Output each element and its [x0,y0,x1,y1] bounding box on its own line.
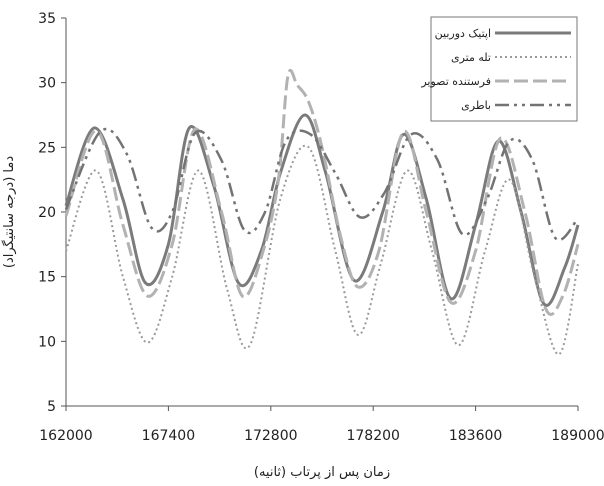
y-tick-label: 25 [38,140,56,156]
x-tick-label: 162000 [39,428,92,444]
y-tick-label: 5 [47,399,56,415]
y-tick-label: 30 [38,76,56,92]
series-line-1 [65,144,579,356]
x-tick-label: 183600 [449,428,502,444]
legend-label-0: اپتیک دوربین [435,27,491,40]
x-tick-label: 178200 [346,428,399,444]
y-axis-title: دما (درجه سانتیگراد) [1,156,17,268]
series-line-3 [64,127,579,242]
x-tick-label: 189000 [551,428,604,444]
x-tick-label: 172800 [244,428,297,444]
x-tick-label: 167400 [142,428,195,444]
y-tick-label: 15 [38,270,56,286]
legend-label-3: باطری [461,99,491,112]
legend: اپتیک دوربین تله متری فرستنده تصویر باطری [420,16,578,122]
series-line-2 [64,68,580,316]
y-tick-label: 10 [38,334,56,350]
x-axis-title: زمان پس از پرتاب (ثانیه) [254,465,390,480]
legend-label-2: فرستنده تصویر [420,75,491,88]
y-tick-label: 35 [38,11,56,27]
axes: 5 10 15 20 25 30 35 162000 167400 172800 178200 183… [38,11,604,444]
y-tick-label: 20 [38,205,56,221]
legend-label-1: تله متری [451,51,491,64]
series-layer [64,68,580,356]
